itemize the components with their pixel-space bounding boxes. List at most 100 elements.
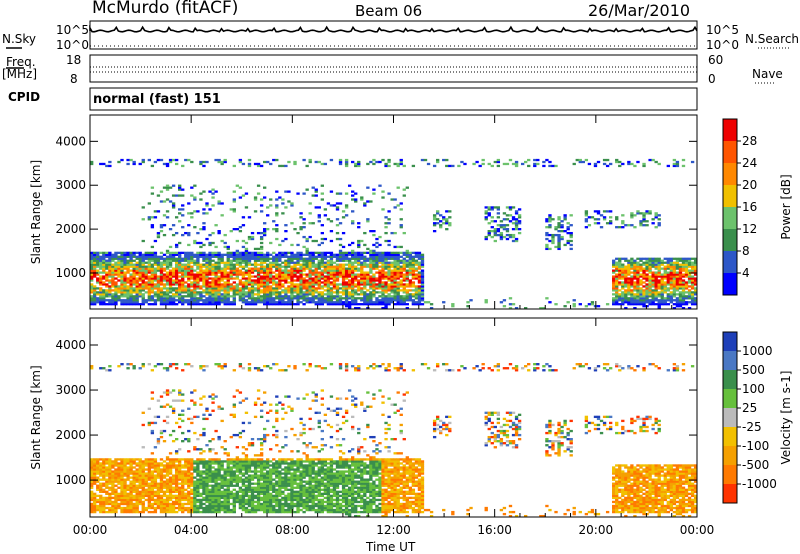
heatmap-cell	[381, 295, 385, 298]
heatmap-cell	[178, 289, 182, 292]
heatmap-cell	[551, 237, 555, 241]
heatmap-cell	[120, 283, 124, 286]
heatmap-cell	[387, 265, 391, 268]
heatmap-cell	[244, 249, 249, 253]
heatmap-cell	[220, 297, 224, 300]
heatmap-cell	[171, 289, 176, 292]
heatmap-cell	[138, 162, 142, 166]
heatmap-cell	[174, 486, 179, 489]
heatmap-cell	[636, 279, 640, 282]
heatmap-cell	[381, 273, 385, 276]
heatmap-cell	[681, 158, 686, 162]
heatmap-cell	[174, 421, 179, 425]
heatmap-cell	[181, 510, 185, 514]
heatmap-cell	[250, 253, 255, 256]
heatmap-cell	[390, 257, 394, 260]
heatmap-cell	[408, 253, 413, 256]
heatmap-cell	[375, 279, 379, 282]
heatmap-cell	[272, 297, 276, 300]
heatmap-cell	[314, 206, 318, 209]
heatmap-cell	[572, 303, 576, 306]
heatmap-cell	[493, 220, 497, 223]
heatmap-cell	[147, 261, 151, 264]
heatmap-cell	[338, 263, 343, 266]
heatmap-cell	[384, 251, 388, 254]
heatmap-cell	[405, 295, 409, 298]
heatmap-cell	[132, 271, 136, 274]
heatmap-cell	[317, 273, 321, 276]
heatmap-cell	[338, 251, 343, 254]
heatmap-cell	[266, 214, 270, 217]
heatmap-cell	[193, 269, 197, 272]
heatmap-cell	[199, 267, 203, 270]
heatmap-cell	[341, 303, 346, 306]
heatmap-cell	[584, 214, 589, 217]
heatmap-cell	[214, 287, 218, 290]
heatmap-cell	[636, 257, 640, 260]
heatmap-cell	[548, 226, 552, 229]
heatmap-cell	[105, 369, 109, 372]
heatmap-cell	[399, 269, 403, 272]
heatmap-cell	[636, 295, 640, 298]
heatmap-cell	[627, 293, 631, 296]
heatmap-cell	[326, 255, 331, 258]
heatmap-cell	[645, 265, 649, 268]
heatmap-cell	[90, 462, 94, 465]
heatmap-cell	[329, 295, 334, 298]
heatmap-cell	[420, 275, 425, 278]
heatmap-cell	[214, 295, 218, 298]
heatmap-cell	[165, 283, 170, 286]
heatmap-cell	[299, 228, 303, 231]
heatmap-cell	[217, 255, 221, 258]
heatmap-cell	[111, 460, 115, 463]
heatmap-cell	[560, 220, 564, 223]
heatmap-cell	[211, 192, 215, 195]
heatmap-cell	[117, 291, 121, 294]
heatmap-cell	[493, 206, 497, 209]
heatmap-cell	[220, 279, 224, 282]
heatmap-cell	[99, 472, 103, 475]
heatmap-cell	[174, 275, 179, 278]
heatmap-cell	[165, 490, 170, 493]
heatmap-cell	[305, 281, 309, 284]
heatmap-cell	[263, 228, 267, 231]
heatmap-cell	[181, 480, 185, 483]
heatmap-cell	[560, 230, 564, 233]
heatmap-cell	[168, 468, 173, 471]
heatmap-cell	[335, 224, 340, 227]
heatmap-cell	[135, 285, 139, 288]
heatmap-cell	[657, 295, 661, 298]
heatmap-cell	[165, 508, 170, 512]
heatmap-cell	[250, 279, 255, 282]
heatmap-cell	[223, 271, 227, 274]
heatmap-cell	[111, 492, 115, 496]
heatmap-cell	[396, 285, 400, 288]
heatmap-cell	[281, 297, 285, 300]
heatmap-cell	[162, 257, 167, 260]
heatmap-cell	[220, 277, 224, 280]
heatmap-cell	[651, 275, 655, 278]
heatmap-cell	[256, 253, 261, 256]
heatmap-cell	[141, 462, 145, 465]
heatmap-cell	[648, 158, 652, 162]
heatmap-cell	[150, 498, 155, 502]
heatmap-cell	[232, 293, 236, 296]
heatmap-cell	[184, 482, 188, 485]
heatmap-cell	[96, 506, 100, 510]
heatmap-cell	[138, 367, 142, 370]
heatmap-cell	[369, 281, 373, 284]
heatmap-cell	[363, 287, 367, 290]
heatmap-cell	[241, 275, 246, 278]
heatmap-cell	[147, 279, 151, 282]
heatmap-cell	[150, 271, 155, 274]
heatmap-cell	[269, 271, 273, 274]
heatmap-cell	[663, 301, 667, 304]
heatmap-cell	[369, 291, 373, 294]
heatmap-cell	[615, 303, 619, 306]
heatmap-cell	[642, 281, 646, 284]
heatmap-cell	[202, 226, 206, 229]
heatmap-cell	[263, 301, 267, 304]
heatmap-cell	[636, 297, 640, 300]
heatmap-cell	[293, 275, 297, 278]
heatmap-cell	[341, 269, 346, 272]
